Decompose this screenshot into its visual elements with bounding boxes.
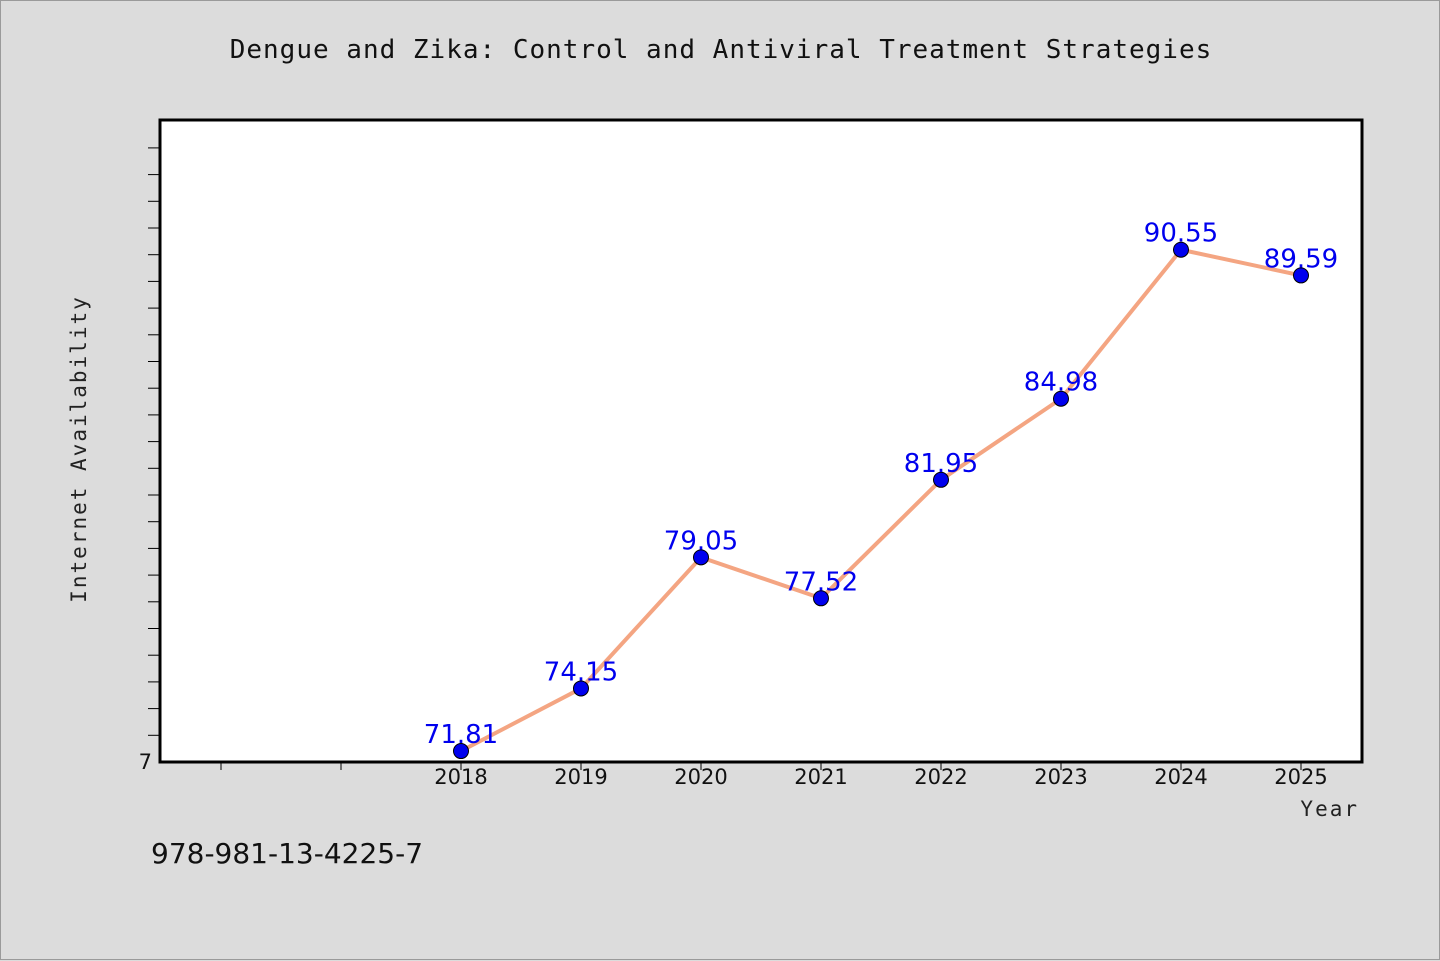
x-tick-label: 2018: [434, 765, 487, 789]
x-tick-label: 2025: [1274, 765, 1327, 789]
data-point: [453, 743, 469, 760]
x-tick-label: 2023: [1034, 765, 1087, 789]
data-label: 79.05: [664, 526, 738, 556]
y-tick-label: 7: [139, 750, 152, 774]
data-point: [1053, 390, 1069, 407]
data-label: 84.98: [1024, 368, 1098, 398]
chart-title: Dengue and Zika: Control and Antiviral T…: [229, 35, 1213, 65]
data-point: [1293, 267, 1309, 284]
data-label: 71.81: [424, 720, 498, 750]
data-point: [1173, 241, 1189, 258]
x-axis-label: Year: [1300, 797, 1359, 821]
plot-frame: [158, 118, 1364, 764]
x-tick-label: 2024: [1154, 765, 1207, 789]
data-point: [933, 471, 949, 488]
data-label: 90.55: [1144, 219, 1218, 249]
x-tick-label: 2019: [554, 765, 607, 789]
data-label: 81.95: [904, 449, 978, 479]
data-point: [813, 590, 829, 607]
x-tick-label: 2022: [914, 765, 967, 789]
data-point: [693, 549, 709, 566]
series-line: [460, 247, 1302, 753]
data-label: 89.59: [1264, 244, 1338, 274]
data-label: 77.52: [784, 567, 858, 597]
x-tick-label: 2020: [674, 765, 727, 789]
data-label: 74.15: [544, 657, 618, 687]
data-point: [573, 680, 589, 697]
isbn-text: 978-981-13-4225-7: [151, 837, 424, 870]
x-tick-label: 2021: [794, 765, 847, 789]
